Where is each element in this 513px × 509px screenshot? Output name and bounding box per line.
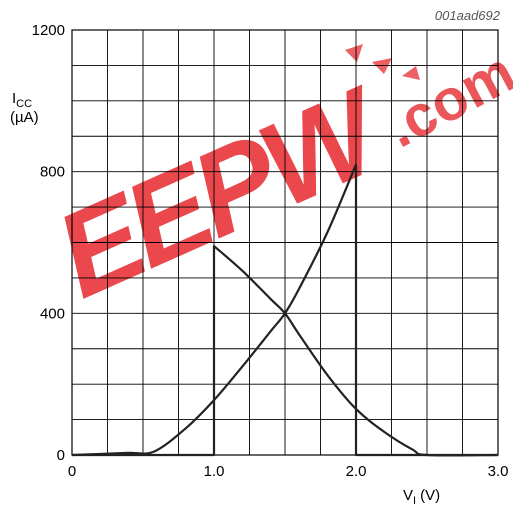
x-tick-label: 3.0	[488, 463, 509, 480]
y-tick-label: 400	[40, 305, 65, 322]
watermark-logo-glyphs	[345, 44, 420, 80]
series-group	[71, 163, 499, 457]
y-axis-label-main: ICC	[12, 90, 32, 110]
y-axis-label-sub: CC	[16, 98, 32, 110]
x-tick-label: 2.0	[346, 463, 367, 480]
figure-code: 001aad692	[435, 8, 501, 23]
y-tick-labels: 0 400 800 1200	[32, 22, 65, 464]
x-axis-label-sub: I	[413, 495, 416, 507]
x-tick-labels: 0 1.0 2.0 3.0	[68, 463, 509, 480]
series-line-1	[71, 163, 498, 457]
y-tick-label: 1200	[32, 22, 65, 39]
plot-frame	[71, 29, 499, 456]
watermark-domain: .com	[375, 39, 513, 160]
x-axis-label-main: VI (V)	[403, 487, 440, 507]
y-tick-label: 800	[40, 164, 65, 181]
y-tick-label: 0	[57, 447, 65, 464]
watermark: EEPW.com	[38, 39, 513, 323]
y-axis-label-unit: (µA)	[10, 109, 39, 126]
x-tick-label: 1.0	[204, 463, 225, 480]
x-tick-label: 0	[68, 463, 76, 480]
x-axis-label-unit: (V)	[420, 487, 440, 504]
series-line-2	[71, 244, 499, 457]
